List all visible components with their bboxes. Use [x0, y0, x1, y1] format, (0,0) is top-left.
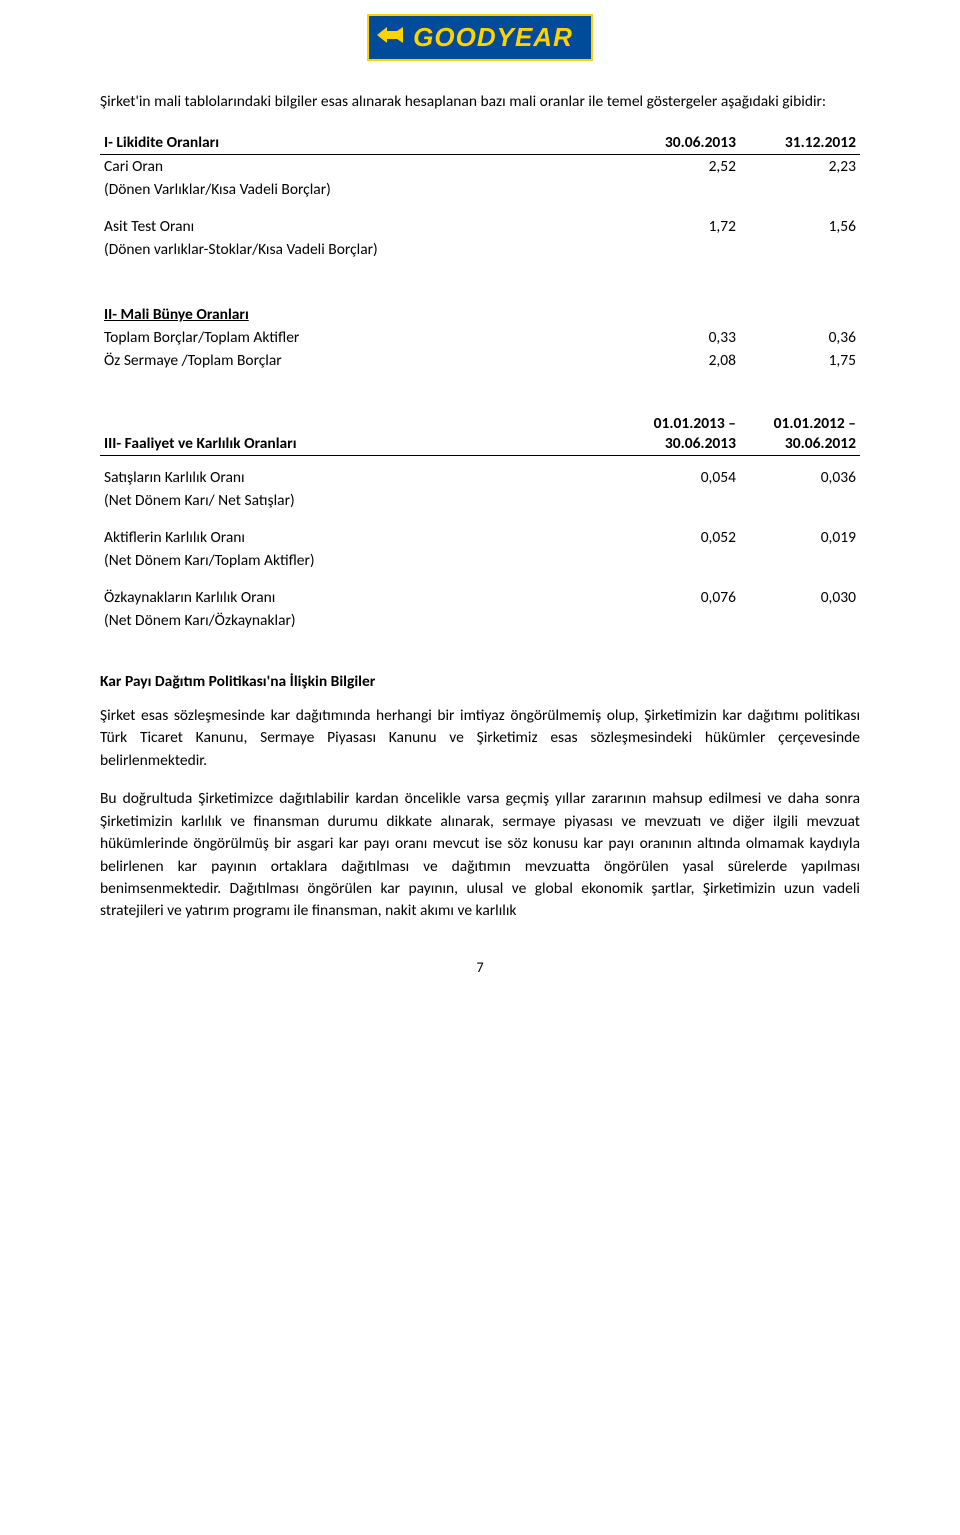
table1-head-label: I- Likidite Oranları	[100, 131, 620, 155]
table1-subhead: II- Mali Bünye Oranları	[100, 301, 860, 326]
row-note: (Dönen Varlıklar/Kısa Vadeli Borçlar)	[100, 178, 620, 201]
table1-col2: 31.12.2012	[740, 131, 860, 155]
table2-col1: 01.01.2013 – 30.06.2013	[620, 412, 740, 455]
row-label: Aktiflerin Karlılık Oranı	[100, 526, 620, 549]
table-row: Öz Sermaye /Toplam Borçlar 2,08 1,75	[100, 349, 860, 372]
logo-text: GOODYEAR	[413, 22, 573, 52]
table-row: (Net Dönem Karı/Özkaynaklar)	[100, 609, 860, 632]
row-val1: 0,33	[620, 326, 740, 349]
table-row: Toplam Borçlar/Toplam Aktifler 0,33 0,36	[100, 326, 860, 349]
row-val1: 0,054	[620, 466, 740, 489]
body-paragraph-2: Bu doğrultuda Şirketimizce dağıtılabilir…	[100, 788, 860, 923]
row-label: Cari Oran	[100, 155, 620, 179]
row-note: (Net Dönem Karı/Toplam Aktifler)	[100, 549, 620, 572]
table-row: (Dönen Varlıklar/Kısa Vadeli Borçlar)	[100, 178, 860, 201]
logo-wing-icon	[375, 25, 405, 51]
intro-paragraph: Şirket'in mali tablolarındaki bilgiler e…	[100, 91, 860, 113]
table-row: (Net Dönem Karı/Toplam Aktifler)	[100, 549, 860, 572]
table-row: Asit Test Oranı 1,72 1,56	[100, 215, 860, 238]
row-val2: 0,36	[740, 326, 860, 349]
row-val2: 0,030	[740, 586, 860, 609]
row-note: (Net Dönem Karı/ Net Satışlar)	[100, 489, 620, 512]
table-row: (Net Dönem Karı/ Net Satışlar)	[100, 489, 860, 512]
page-number: 7	[100, 959, 860, 976]
table-row: Aktiflerin Karlılık Oranı 0,052 0,019	[100, 526, 860, 549]
row-val1: 2,08	[620, 349, 740, 372]
logo-container: GOODYEAR	[0, 0, 960, 91]
table-row: (Dönen varlıklar-Stoklar/Kısa Vadeli Bor…	[100, 238, 860, 261]
row-label: Satışların Karlılık Oranı	[100, 466, 620, 489]
row-val1: 0,052	[620, 526, 740, 549]
row-label: Özkaynakların Karlılık Oranı	[100, 586, 620, 609]
goodyear-logo: GOODYEAR	[367, 14, 593, 61]
row-val2: 0,036	[740, 466, 860, 489]
row-label: Toplam Borçlar/Toplam Aktifler	[100, 326, 620, 349]
section-title: Kar Payı Dağıtım Politikası'na İlişkin B…	[100, 672, 860, 691]
table-row: Cari Oran 2,52 2,23	[100, 155, 860, 179]
row-val2: 1,56	[740, 215, 860, 238]
table2-col2: 01.01.2012 – 30.06.2012	[740, 412, 860, 455]
table2-head-label: III- Faaliyet ve Karlılık Oranları	[100, 412, 620, 455]
row-val2: 2,23	[740, 155, 860, 179]
row-val2: 1,75	[740, 349, 860, 372]
table-row: Özkaynakların Karlılık Oranı 0,076 0,030	[100, 586, 860, 609]
ratios-table-2: III- Faaliyet ve Karlılık Oranları 01.01…	[100, 412, 860, 631]
row-val1: 1,72	[620, 215, 740, 238]
row-note: (Net Dönem Karı/Özkaynaklar)	[100, 609, 620, 632]
row-val1: 0,076	[620, 586, 740, 609]
table-row: Satışların Karlılık Oranı 0,054 0,036	[100, 466, 860, 489]
ratios-table-1: I- Likidite Oranları 30.06.2013 31.12.20…	[100, 131, 860, 372]
body-paragraph-1: Şirket esas sözleşmesinde kar dağıtımınd…	[100, 705, 860, 772]
row-note: (Dönen varlıklar-Stoklar/Kısa Vadeli Bor…	[100, 238, 620, 261]
row-label: Öz Sermaye /Toplam Borçlar	[100, 349, 620, 372]
table1-col1: 30.06.2013	[620, 131, 740, 155]
row-label: Asit Test Oranı	[100, 215, 620, 238]
row-val2: 0,019	[740, 526, 860, 549]
row-val1: 2,52	[620, 155, 740, 179]
